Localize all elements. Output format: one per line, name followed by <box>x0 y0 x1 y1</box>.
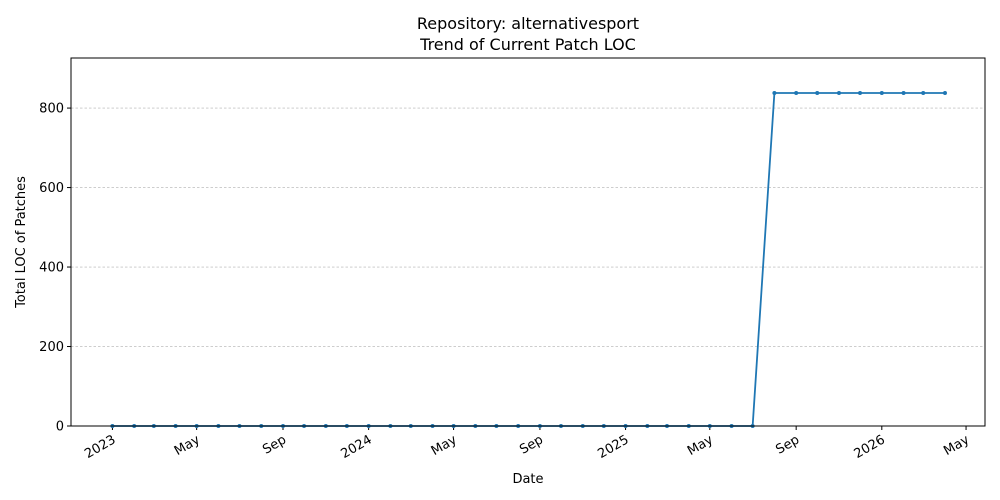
y-axis-label: Total LOC of Patches <box>14 176 29 309</box>
x-tick-label: May <box>429 432 460 459</box>
point <box>858 90 863 95</box>
x-tick-label: Sep <box>260 432 289 457</box>
chart-title: Repository: alternativesport <box>417 14 639 33</box>
x-tick-label: 2025 <box>595 432 631 462</box>
x-tick-label: 2024 <box>338 432 374 462</box>
point <box>901 90 906 95</box>
point <box>879 90 884 95</box>
chart-subtitle: Trend of Current Patch LOC <box>419 35 636 54</box>
y-tick-label: 400 <box>39 261 64 276</box>
x-tick-label: 2026 <box>852 432 888 462</box>
x-axis-label: Date <box>512 472 543 487</box>
y-tick-label: 800 <box>39 102 64 117</box>
point <box>772 90 777 95</box>
x-tick-label: 2023 <box>82 432 118 462</box>
point <box>794 90 799 95</box>
point <box>921 90 926 95</box>
plot-frame <box>70 57 986 427</box>
x-tick-label: May <box>941 432 972 459</box>
y-tick-label: 200 <box>39 340 64 355</box>
point <box>815 90 820 95</box>
x-tick-label: May <box>685 432 716 459</box>
y-tick-label: 600 <box>39 181 64 196</box>
point <box>942 90 947 95</box>
x-tick-label: Sep <box>517 432 546 457</box>
y-tick-label: 0 <box>56 420 64 435</box>
point <box>836 90 841 95</box>
line <box>112 92 945 427</box>
x-tick-label: Sep <box>773 432 802 457</box>
x-tick-label: May <box>172 432 203 459</box>
